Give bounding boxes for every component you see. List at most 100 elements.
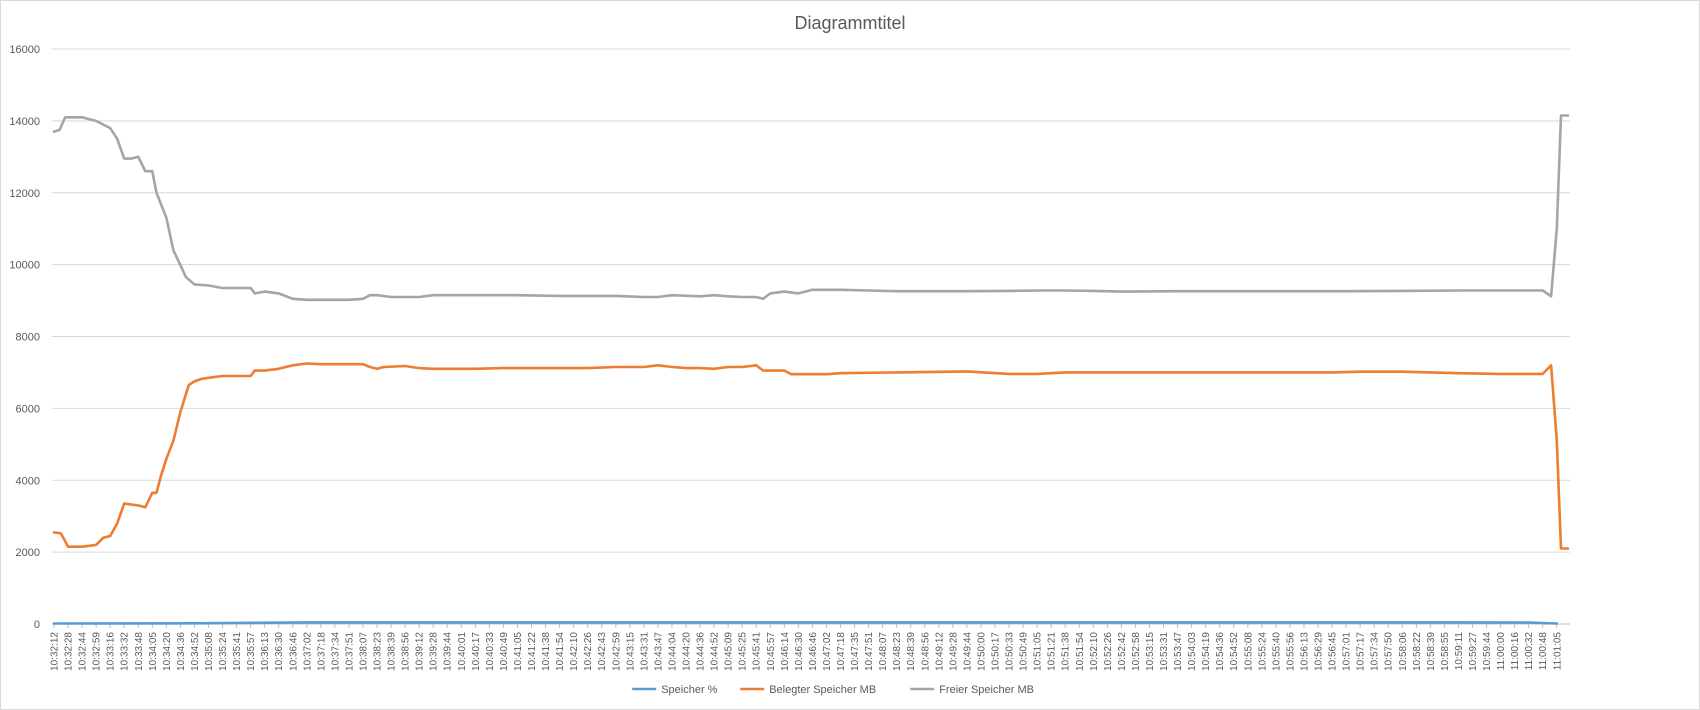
y-tick-label: 10000 <box>9 260 40 272</box>
legend-label: Speicher % <box>661 684 717 696</box>
x-tick-label: 10:43:15 <box>625 632 636 671</box>
x-tick-label: 10:47:02 <box>822 632 833 671</box>
x-tick-label: 10:52:26 <box>1103 632 1114 671</box>
y-tick-label: 14000 <box>9 116 40 128</box>
x-tick-label: 10:55:40 <box>1271 632 1282 671</box>
x-tick-label: 10:59:11 <box>1454 632 1465 671</box>
x-tick-label: 10:44:52 <box>710 632 721 671</box>
series-line-1 <box>52 621 1559 625</box>
x-tick-label: 10:38:07 <box>358 632 369 671</box>
x-tick-label: 10:41:38 <box>541 632 552 671</box>
x-tick-label: 10:53:31 <box>1159 632 1170 671</box>
x-tick-label: 10:40:01 <box>457 632 468 671</box>
x-tick-label: 10:40:33 <box>485 632 496 671</box>
x-tick-label: 10:54:36 <box>1215 632 1226 671</box>
x-tick-label: 10:54:52 <box>1229 632 1240 671</box>
legend: Speicher % Belegter Speicher MB Freier Spe… <box>632 684 1034 696</box>
x-tick-label: 10:52:58 <box>1131 632 1142 671</box>
x-tick-label: 11:01:05 <box>1552 632 1563 671</box>
x-tick-label: 10:57:34 <box>1370 632 1381 671</box>
x-tick-label: 10:58:22 <box>1412 632 1423 671</box>
x-tick-label: 10:57:17 <box>1356 632 1367 671</box>
x-tick-label: 10:59:27 <box>1468 632 1479 671</box>
x-tick-label: 10:36:30 <box>274 632 285 671</box>
x-tick-label: 10:55:56 <box>1285 632 1296 671</box>
x-tick-label: 10:46:14 <box>780 632 791 671</box>
x-tick-label: 10:38:23 <box>373 632 384 671</box>
x-tick-label: 10:56:13 <box>1299 632 1310 671</box>
x-tick-label: 10:41:54 <box>555 632 566 671</box>
x-tick-label: 10:44:36 <box>696 632 707 671</box>
x-tick-label: 10:46:30 <box>794 632 805 671</box>
y-tick-label: 12000 <box>9 188 40 200</box>
x-tick-label: 10:37:02 <box>302 632 313 671</box>
x-tick-label: 10:57:50 <box>1384 632 1395 671</box>
series-line-2 <box>52 362 1570 550</box>
x-tick-label: 10:50:49 <box>1019 632 1030 671</box>
x-tick-label: 10:51:21 <box>1047 632 1058 671</box>
x-tick-label: 10:33:16 <box>106 632 117 671</box>
x-tick-label: 10:56:45 <box>1328 632 1339 671</box>
x-tick-label: 10:51:05 <box>1033 632 1044 671</box>
x-tick-label: 10:51:54 <box>1075 632 1086 671</box>
x-tick-label: 10:52:10 <box>1089 632 1100 671</box>
x-tick-label: 10:35:41 <box>232 632 243 671</box>
x-tick-label: 10:32:28 <box>64 632 75 671</box>
y-tick-label: 8000 <box>16 332 40 344</box>
x-tick-label: 10:41:05 <box>513 632 524 671</box>
x-tick-label: 10:52:42 <box>1117 632 1128 671</box>
x-tick-label: 10:45:41 <box>752 632 763 671</box>
x-tick-label: 10:33:32 <box>120 632 131 671</box>
x-tick-label: 11:00:16 <box>1510 632 1521 671</box>
x-tick-label: 10:54:03 <box>1187 632 1198 671</box>
x-tick-label: 10:42:26 <box>583 632 594 671</box>
x-tick-label: 10:55:08 <box>1243 632 1254 671</box>
chart-title: Diagrammtitel <box>794 13 905 33</box>
x-tick-label: 10:34:36 <box>176 632 187 671</box>
x-tick-label: 10:42:59 <box>611 632 622 671</box>
y-tick-label: 0 <box>34 619 40 631</box>
x-tick-label: 10:44:20 <box>682 632 693 671</box>
y-axis-tick-labels: 0 2000 4000 6000 8000 10000 12000 14000 16000 <box>9 44 40 631</box>
x-tick-label: 10:53:15 <box>1145 632 1156 671</box>
x-tick-label: 10:50:00 <box>976 632 987 671</box>
x-tick-label: 10:58:06 <box>1398 632 1409 671</box>
x-tick-label: 10:48:39 <box>906 632 917 671</box>
x-tick-label: 10:41:22 <box>527 632 538 671</box>
x-tick-label: 10:55:24 <box>1257 632 1268 671</box>
x-tick-label: 10:39:28 <box>429 632 440 671</box>
x-tick-label: 10:47:51 <box>864 632 875 671</box>
x-tick-label: 10:33:48 <box>134 632 145 671</box>
x-tick-label: 10:32:44 <box>78 632 89 671</box>
x-tick-label: 11:00:00 <box>1496 632 1507 671</box>
x-tick-label: 10:44:04 <box>667 632 678 671</box>
x-tick-label: 10:37:18 <box>316 632 327 671</box>
gridlines <box>52 48 1570 625</box>
x-tick-label: 10:35:24 <box>218 632 229 671</box>
x-tick-label: 10:49:44 <box>962 632 973 671</box>
x-tick-label: 10:58:39 <box>1426 632 1437 671</box>
x-tick-label: 10:36:13 <box>260 632 271 671</box>
x-axis-tick-labels: 10:32:12 10:32:28 10:32:44 10:32:59 10:33:16… <box>50 624 1563 671</box>
x-tick-label: 10:35:08 <box>204 632 215 671</box>
legend-label: Freier Speicher MB <box>939 684 1034 696</box>
x-tick-label: 10:48:07 <box>878 632 889 671</box>
x-tick-label: 10:34:05 <box>148 632 159 671</box>
x-tick-label: 10:47:35 <box>850 632 861 671</box>
x-tick-label: 10:32:59 <box>92 632 103 671</box>
x-tick-label: 10:59:44 <box>1482 632 1493 671</box>
x-tick-label: 10:53:47 <box>1173 632 1184 671</box>
x-tick-label: 10:34:52 <box>190 632 201 671</box>
x-tick-label: 10:35:57 <box>246 632 257 671</box>
x-tick-label: 11:00:48 <box>1538 632 1549 671</box>
x-tick-label: 10:36:46 <box>288 632 299 671</box>
x-tick-label: 10:54:19 <box>1201 632 1212 671</box>
x-tick-label: 10:49:28 <box>948 632 959 671</box>
x-tick-label: 10:49:12 <box>934 632 945 671</box>
y-tick-label: 6000 <box>16 403 40 415</box>
x-tick-label: 10:48:23 <box>892 632 903 671</box>
x-tick-label: 10:37:34 <box>330 632 341 671</box>
x-tick-label: 10:56:29 <box>1314 632 1325 671</box>
